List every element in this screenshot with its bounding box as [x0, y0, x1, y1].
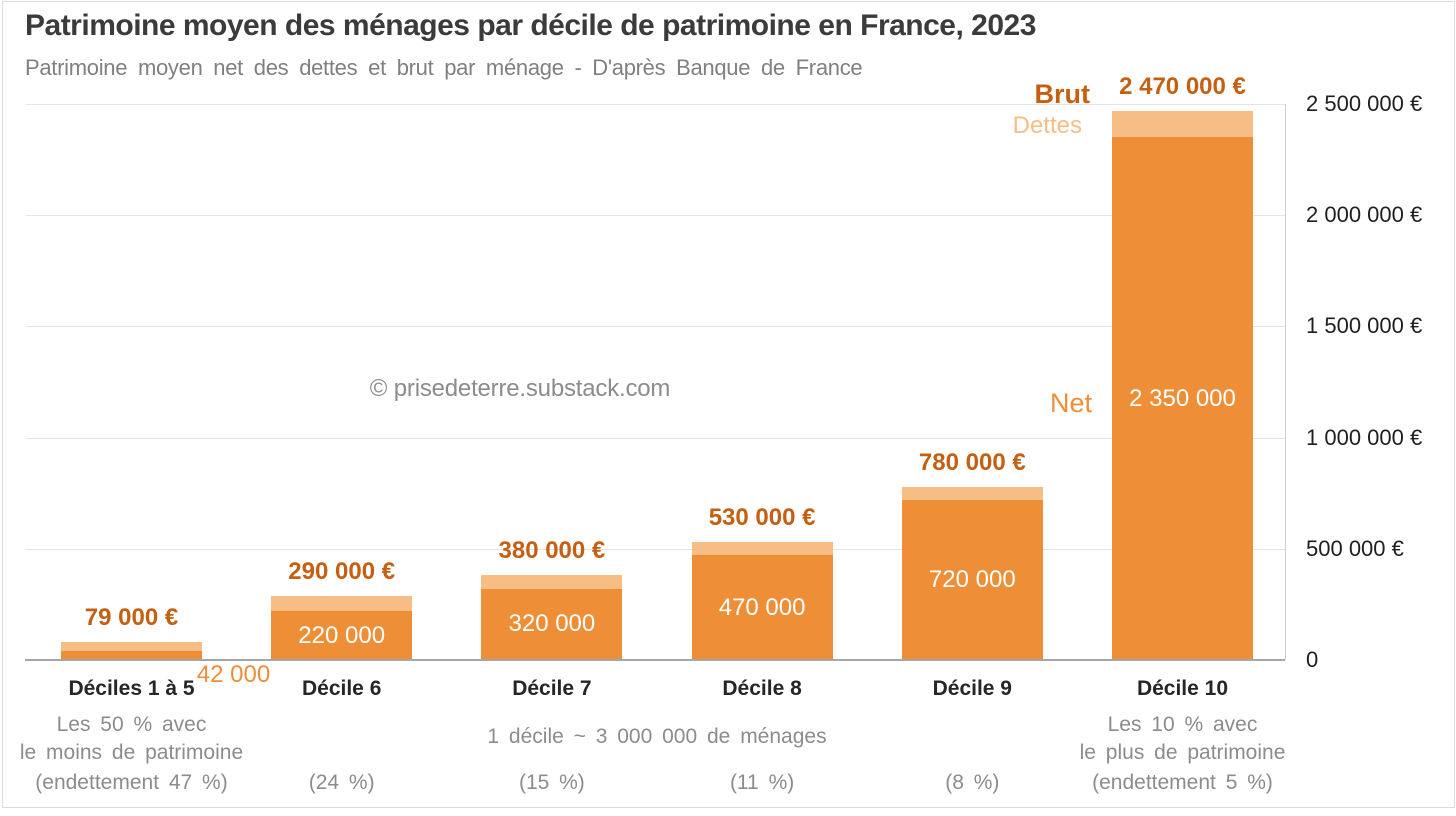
category-label: Déciles 1 à 5: [68, 677, 195, 700]
y-axis-tick-label: 500 000 €: [1306, 535, 1404, 561]
category-label: Décile 6: [301, 677, 382, 700]
net-value-label: 42 000: [196, 661, 271, 688]
bar-dettes-segment: [901, 486, 1043, 500]
gridline: [26, 437, 1285, 439]
bar-dettes-segment: [271, 595, 413, 612]
bar-dettes-segment: [691, 542, 833, 556]
watermark: © prisedeterre.substack.com: [369, 375, 671, 402]
bar-net-segment: [61, 650, 202, 660]
y-axis-tick-label: 2 500 000 €: [1306, 91, 1423, 116]
category-annotation: (endettement 5 %): [1092, 771, 1273, 794]
brut-value-label: 79 000 €: [84, 604, 179, 632]
brut-value-label: 380 000 €: [498, 537, 606, 565]
category-annotation: (15 %): [518, 771, 585, 794]
brut-value-label: 2 470 000 €: [1119, 72, 1246, 100]
category-annotation: (24 %): [308, 771, 375, 794]
decile-size-note: 1 décile ~ 3 000 000 de ménages: [487, 725, 827, 748]
category-annotation: (11 %): [729, 771, 795, 794]
brut-value-label: 290 000 €: [288, 557, 396, 585]
net-value-label: 2 350 000: [1129, 384, 1236, 412]
chart-title: Patrimoine moyen des ménages par décile …: [25, 9, 1036, 42]
brut-value-label: 530 000 €: [708, 504, 816, 532]
chart-subtitle: Patrimoine moyen net des dettes et brut …: [25, 55, 863, 80]
brut-value-label: 780 000 €: [918, 448, 1026, 476]
y-axis-tick-label: 1 500 000 €: [1306, 313, 1423, 339]
category-annotation: Les 50 % avec: [56, 713, 207, 736]
legend-dettes-label: Dettes: [1012, 112, 1082, 139]
bar-net-segment: [691, 555, 833, 660]
legend-net-label: Net: [1049, 388, 1092, 418]
plot-right-border: [1285, 104, 1286, 660]
category-label: Décile 9: [932, 677, 1012, 700]
category-annotation: (8 %): [945, 771, 1000, 794]
category-label: Décile 7: [512, 677, 592, 700]
bar-net-segment: [481, 588, 623, 660]
gridline: [26, 548, 1285, 550]
category-annotation: le moins de patrimoine: [19, 741, 244, 764]
bar-net-segment: [1112, 137, 1253, 660]
category-label: Décile 10: [1136, 677, 1229, 700]
bar-dettes-segment: [1112, 110, 1253, 138]
category-annotation: Les 10 % avec: [1107, 713, 1258, 736]
y-axis-tick-label: 1 000 000 €: [1306, 424, 1423, 450]
net-value-label: 320 000: [508, 610, 596, 638]
y-axis-tick-label: 0: [1306, 647, 1319, 672]
net-value-label: 720 000: [928, 565, 1016, 593]
bar-dettes-segment: [481, 575, 623, 589]
category-label: Décile 8: [722, 677, 802, 700]
gridline: [26, 326, 1285, 328]
net-value-label: 220 000: [298, 621, 386, 649]
gridline: [26, 215, 1285, 217]
gridline: [26, 104, 1285, 105]
y-axis-tick-label: 2 000 000 €: [1306, 202, 1423, 228]
category-annotation: (endettement 47 %): [35, 771, 228, 794]
bar-net-segment: [271, 611, 413, 660]
x-axis-line: [25, 659, 1285, 661]
category-annotation: le plus de patrimoine: [1079, 741, 1286, 764]
bar-net-segment: [901, 499, 1043, 660]
net-value-label: 470 000: [718, 593, 806, 621]
bar-dettes-segment: [61, 642, 202, 651]
